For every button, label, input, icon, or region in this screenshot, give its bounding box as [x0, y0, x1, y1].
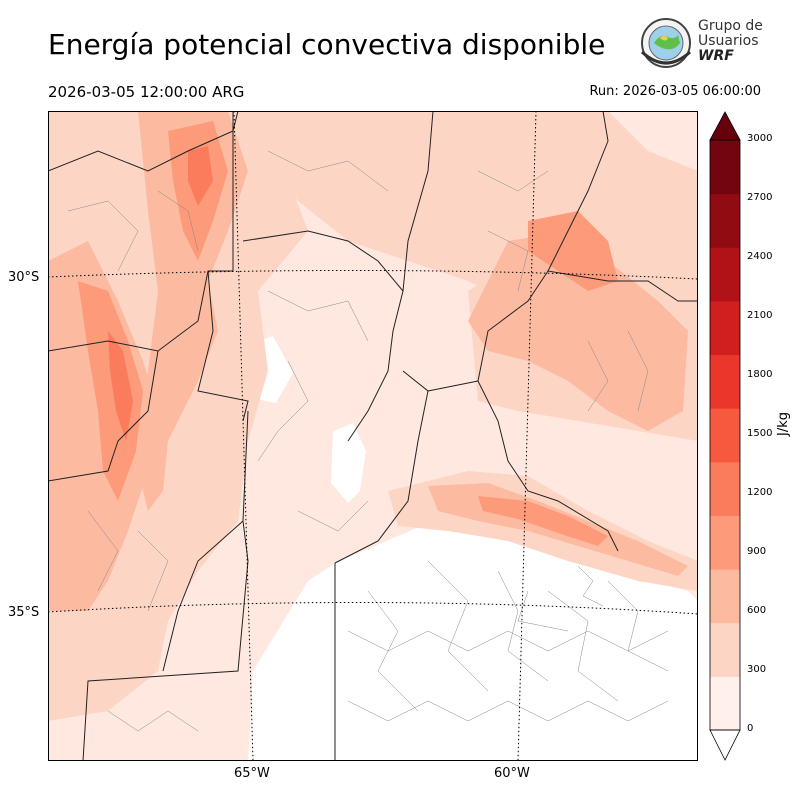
- meridian-65w: [233, 111, 254, 761]
- map-title: Energía potencial convectiva disponible: [48, 28, 606, 61]
- logo-line-3: WRF: [698, 48, 734, 64]
- parallel-30s: [48, 269, 698, 280]
- map-frame: [48, 111, 698, 761]
- colorbar-tick-label: 0: [747, 723, 754, 734]
- colorbar-band: [710, 193, 740, 248]
- colorbar: [709, 111, 741, 761]
- logo-text: Grupo de Usuarios WRF: [698, 19, 763, 64]
- colorbar-band: [710, 408, 740, 463]
- colorbar-tick-label: 1500: [747, 428, 773, 439]
- cape-900-1200-west: [78, 281, 143, 501]
- colorbar-tick-label: 1800: [747, 369, 773, 380]
- colorbar-band: [710, 300, 740, 356]
- wrf-users-logo: Grupo de Usuarios WRF: [638, 16, 768, 72]
- colorbar-tick-label: 1200: [747, 487, 773, 498]
- parallel-35s: [48, 601, 698, 615]
- cape-1200-1500-spot-andes: [188, 146, 213, 206]
- graticule: [48, 111, 698, 761]
- department-boundaries: [67, 150, 669, 732]
- colorbar-tick-label: 3000: [747, 133, 773, 144]
- logo-line-1: Grupo de: [698, 18, 763, 34]
- lon-label-65w: 65°W: [234, 766, 270, 781]
- globe-seal-icon: [640, 18, 692, 68]
- colorbar-tick-label: 2100: [747, 310, 773, 321]
- colorbar-tick-label: 300: [747, 664, 767, 675]
- colorbar-band: [710, 247, 740, 302]
- colorbar-under-extension: [709, 729, 741, 761]
- run-time: Run: 2026-03-05 06:00:00: [589, 84, 761, 99]
- lat-label-30s: 30°S: [8, 270, 40, 285]
- cape-map: [48, 111, 698, 761]
- low-cape-region-center: [331, 423, 366, 503]
- colorbar-band: [710, 569, 740, 624]
- cape-900-1200-front: [478, 496, 608, 546]
- colorbar-band: [710, 140, 740, 195]
- valid-time: 2026-03-05 12:00:00 ARG: [48, 83, 245, 101]
- logo-line-2: Usuarios: [698, 33, 759, 49]
- meridian-60w: [517, 111, 537, 761]
- colorbar-band: [710, 461, 740, 516]
- lon-label-60w: 60°W: [494, 766, 530, 781]
- colorbar-label: J/kg: [776, 412, 791, 436]
- cape-1200-1500-spot-west: [108, 331, 133, 441]
- low-cape-region-southeast: [248, 506, 698, 761]
- colorbar-band: [710, 515, 740, 570]
- cape-600-900-andes: [133, 111, 248, 511]
- cape-900-1200-east: [528, 211, 618, 291]
- colorbar-band: [710, 676, 740, 731]
- colorbar-band: [710, 354, 740, 409]
- colorbar-frame: [709, 139, 741, 731]
- colorbar-tick-label: 600: [747, 605, 767, 616]
- colorbar-tick-label: 2400: [747, 251, 773, 262]
- lat-label-35s: 35°S: [8, 605, 40, 620]
- colorbar-tick-label: 2700: [747, 192, 773, 203]
- cape-300-600-north: [238, 111, 698, 441]
- colorbar-over-extension: [709, 111, 741, 141]
- province-boundaries: [48, 111, 698, 761]
- colorbar-band: [710, 622, 740, 677]
- colorbar-tick-label: 900: [747, 546, 767, 557]
